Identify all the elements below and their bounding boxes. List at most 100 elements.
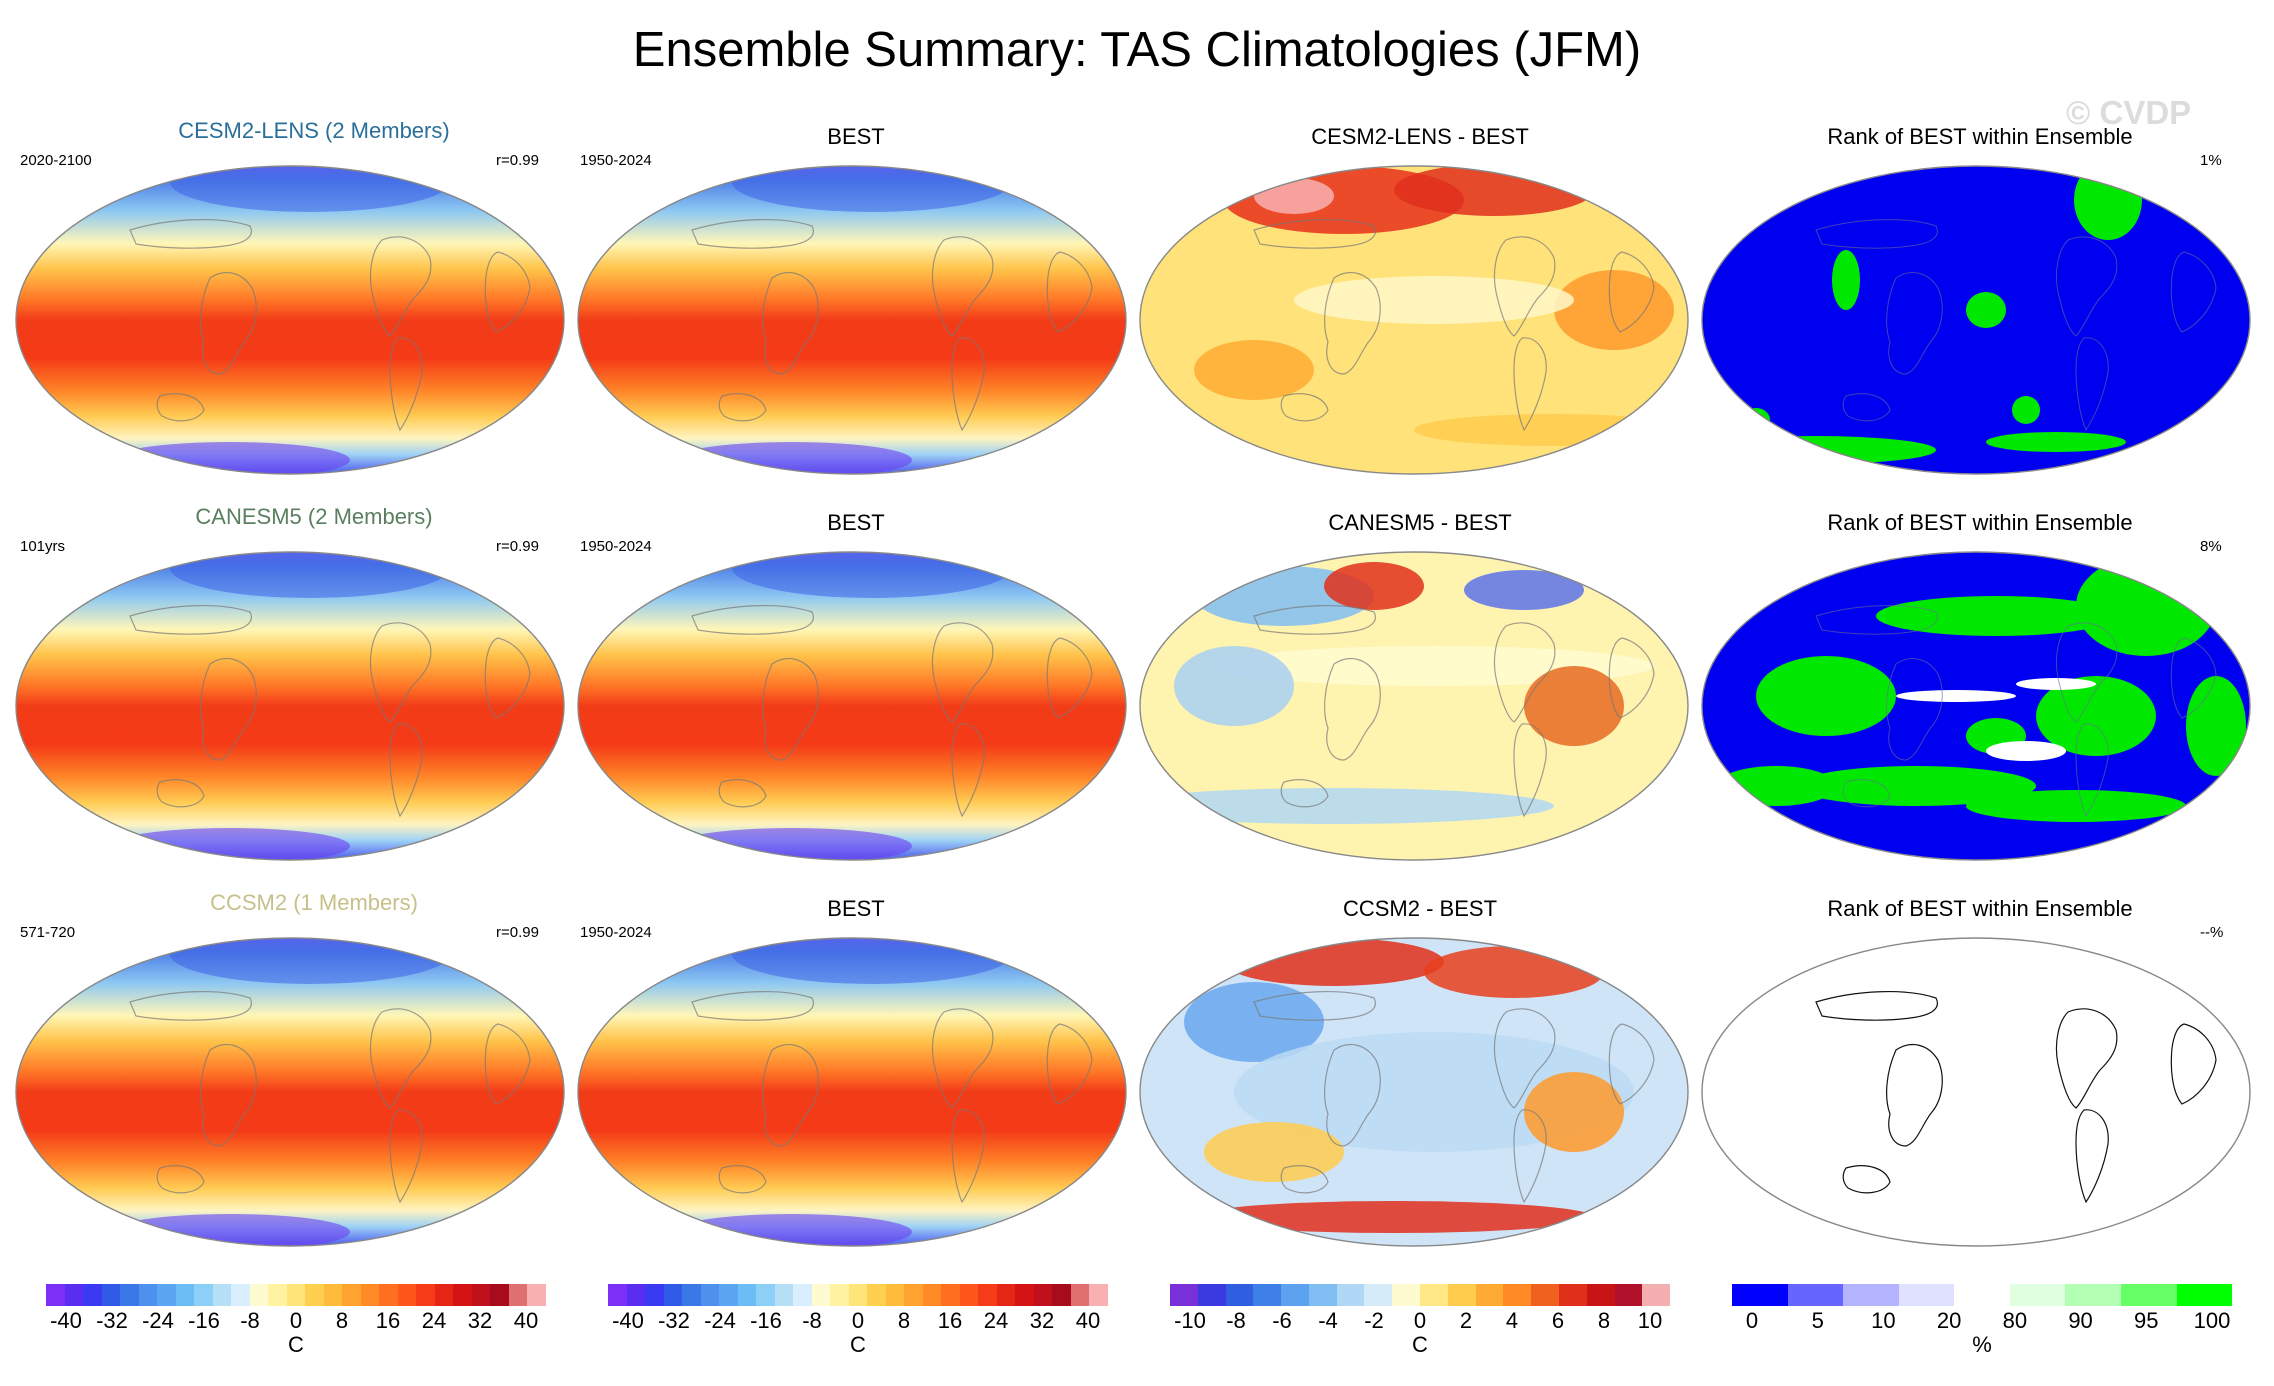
colorbar-tick-label: 40: [513, 1308, 539, 1333]
colorbar-tick-label: -2: [1364, 1308, 1384, 1333]
colorbar-swatch: [700, 1284, 720, 1306]
colorbar-swatch: [1843, 1284, 1899, 1306]
map-obs-row1: [572, 160, 1132, 480]
colorbar-swatch: [1475, 1284, 1504, 1306]
row1-rank-percent: 1%: [2200, 152, 2222, 169]
colorbar-swatch: [1503, 1284, 1532, 1306]
colorbar-swatch: [1308, 1284, 1337, 1306]
colorbar-tick-label: 0: [851, 1308, 865, 1333]
colorbar-tick-label: 5: [1811, 1308, 1824, 1333]
row3-model-period: 571-720: [20, 924, 76, 941]
colorbar-swatch: [2120, 1284, 2177, 1306]
row2-rank-percent: 8%: [2200, 538, 2222, 555]
colorbar-tick-label: 24: [983, 1308, 1009, 1333]
row2-diff-title: CANESM5 - BEST: [1328, 510, 1512, 535]
colorbar-swatch: [1447, 1284, 1476, 1306]
colorbar-tick-label: 95: [2134, 1308, 2159, 1333]
colorbar-swatch: [194, 1284, 213, 1306]
colorbar-tick-label: -8: [240, 1308, 260, 1333]
colorbar-tick-label: -10: [1174, 1308, 1206, 1333]
colorbar-swatch: [756, 1284, 775, 1306]
colorbar-tick-label: 2: [1459, 1308, 1473, 1333]
colorbar-tick-label: -24: [704, 1308, 736, 1333]
colorbar-swatch: [175, 1284, 195, 1306]
colorbar-unit: C: [1412, 1332, 1428, 1357]
colorbar-swatch: [1420, 1284, 1448, 1306]
colorbar-swatch: [397, 1284, 417, 1306]
colorbar-swatch: [1033, 1284, 1053, 1306]
colorbar-swatch: [46, 1284, 65, 1306]
colorbar-swatch: [1531, 1284, 1559, 1306]
colorbar-swatch: [978, 1284, 997, 1306]
row2-model-period: 101yrs: [20, 538, 66, 555]
colorbar-swatch: [1642, 1284, 1671, 1306]
colorbar-swatch: [305, 1284, 324, 1306]
colorbar-tick-label: 32: [467, 1308, 493, 1333]
colorbar-swatch: [64, 1284, 84, 1306]
colorbar-swatch: [1253, 1284, 1282, 1306]
colorbar-swatch: [1586, 1284, 1615, 1306]
colorbar-unit: C: [288, 1332, 304, 1357]
colorbar-swatch: [527, 1284, 546, 1306]
colorbar-swatch: [249, 1284, 269, 1306]
map-model-row3: [10, 932, 570, 1252]
colorbar-swatch: [231, 1284, 250, 1306]
colorbar-swatch: [1015, 1284, 1034, 1306]
colorbar-swatch: [1898, 1284, 1955, 1306]
cvdp-watermark: © CVDP: [2066, 94, 2192, 131]
row1-correlation: r=0.99: [496, 152, 539, 169]
colorbar-swatch: [157, 1284, 176, 1306]
colorbar-swatch: [811, 1284, 831, 1306]
map-diff-row2: [1134, 546, 1694, 866]
colorbar-tick-label: -40: [612, 1308, 644, 1333]
colorbar-swatch: [848, 1284, 868, 1306]
colorbar-swatch: [867, 1284, 886, 1306]
colorbar-swatch: [645, 1284, 664, 1306]
colorbar-swatch: [830, 1284, 849, 1306]
colorbar-tick-label: 10: [1871, 1308, 1896, 1333]
colorbar-tick-label: 32: [1029, 1308, 1055, 1333]
colorbar-swatch: [1954, 1284, 2010, 1306]
row1-model-title: CESM2-LENS (2 Members): [178, 118, 450, 143]
colorbar-tick-label: -8: [802, 1308, 822, 1333]
colorbar-swatch: [120, 1284, 139, 1306]
colorbar-swatch: [922, 1284, 942, 1306]
colorbar-swatch: [1225, 1284, 1254, 1306]
row3-rank-title: Rank of BEST within Ensemble: [1827, 896, 2133, 921]
row1-rank-title: Rank of BEST within Ensemble: [1827, 124, 2133, 149]
colorbar-tick-label: -16: [188, 1308, 220, 1333]
colorbar-swatch: [719, 1284, 738, 1306]
colorbar-swatch: [138, 1284, 158, 1306]
colorbar-swatch: [2176, 1284, 2233, 1306]
colorbar-tick-label: 8: [335, 1308, 349, 1333]
map-diff-row1: [1134, 160, 1694, 480]
colorbar-tick-label: 10: [1637, 1308, 1663, 1333]
colorbar-tick-label: -24: [142, 1308, 174, 1333]
colorbar-tick-label: -40: [50, 1308, 82, 1333]
colorbar-swatch: [941, 1284, 960, 1306]
colorbar-tick-label: 0: [1745, 1308, 1759, 1333]
colorbar-swatch: [885, 1284, 905, 1306]
row1-diff-title: CESM2-LENS - BEST: [1311, 124, 1529, 149]
row3-model-title: CCSM2 (1 Members): [210, 890, 418, 915]
figure-title: Ensemble Summary: TAS Climatologies (JFM…: [632, 23, 1642, 77]
colorbar-swatch: [360, 1284, 380, 1306]
colorbar-tick-label: 8: [897, 1308, 911, 1333]
colorbar-tick-label: -32: [96, 1308, 128, 1333]
colorbar-swatch: [323, 1284, 343, 1306]
colorbar-swatch: [1364, 1284, 1393, 1306]
colorbar-swatch: [1089, 1284, 1108, 1306]
colorbar-swatch: [682, 1284, 701, 1306]
colorbar-climatology: [46, 1284, 546, 1306]
map-rank-row1: [1696, 160, 2256, 480]
colorbar-swatch: [1336, 1284, 1365, 1306]
colorbar-difference: [1170, 1284, 1671, 1306]
row1-model-period: 2020-2100: [20, 152, 92, 169]
colorbar-swatch: [342, 1284, 361, 1306]
colorbar-swatch: [663, 1284, 683, 1306]
map-diff-row3: [1134, 932, 1694, 1252]
colorbar-swatch: [268, 1284, 287, 1306]
colorbar-swatch: [774, 1284, 794, 1306]
colorbar-tick-label: -4: [1318, 1308, 1338, 1333]
row3-diff-title: CCSM2 - BEST: [1342, 896, 1498, 921]
